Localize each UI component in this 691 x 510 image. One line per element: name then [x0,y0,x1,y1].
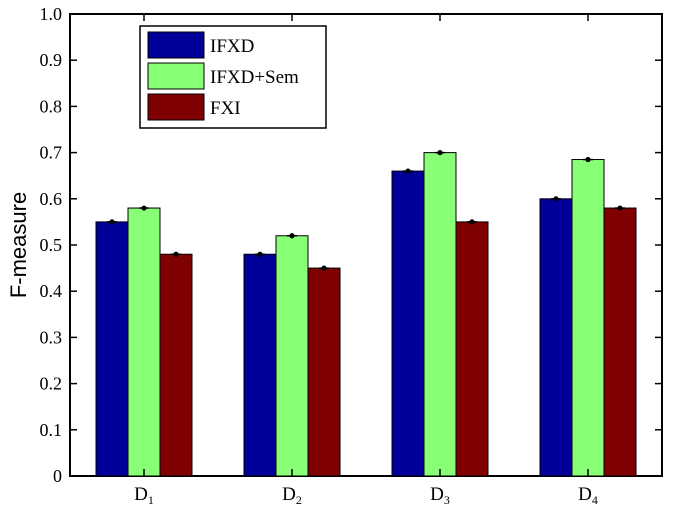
bar-fxi [603,207,637,477]
legend-swatch [147,93,205,121]
legend-swatch [147,62,205,90]
bar-ifxd-sem [127,207,161,477]
x-tick-label: D2 [282,484,302,507]
y-tick-label: 0.1 [40,420,63,440]
y-tick-label: 0.7 [40,143,63,163]
bar-marker [437,150,443,156]
bar-marker [469,219,475,225]
bar-ifxd-sem [423,152,457,477]
bar-fxi [159,253,193,477]
bar-marker [321,265,327,271]
y-tick-label: 0.3 [40,327,63,347]
bar-marker [141,205,147,211]
y-tick-label: 1.0 [40,4,63,24]
x-tick-label: D4 [578,484,598,507]
y-tick-label: 0 [53,466,62,486]
bar-ifxd-sem [571,159,605,477]
bar-ifxd [391,170,425,477]
y-tick-label: 0.6 [40,189,63,209]
bar-ifxd [243,253,277,477]
x-tick-label: D1 [134,484,154,507]
y-axis: 0 0.1 0.2 0.3 0.4 0.5 0.6 0.7 0.8 0.9 1.0 [40,4,662,486]
x-axis: D1 D2 D3 D4 [134,14,598,507]
bar-ifxd-sem [275,235,309,477]
bar-marker [405,168,411,174]
legend-label: IFXD+Sem [210,67,299,88]
bar-marker [173,251,179,257]
bar-marker [617,205,623,211]
y-tick-label: 0.8 [40,96,63,116]
bar-ifxd [95,221,129,477]
bar-fxi [455,221,489,477]
bar-marker [289,233,295,239]
legend-label: FXI [210,98,241,119]
bar-marker [257,251,263,257]
y-tick-label: 0.2 [40,374,63,394]
y-tick-label: 0.9 [40,50,63,70]
bar-marker [585,156,591,163]
legend-label: IFXD [210,36,254,57]
y-tick-label: 0.4 [40,281,63,301]
bar-marker [109,219,115,225]
y-tick-label: 0.5 [40,235,63,255]
y-axis-label: F-measure [6,192,31,298]
x-tick-label: D3 [430,484,450,507]
bar-ifxd [539,198,573,477]
bars-group [95,150,637,477]
bar-fxi [307,267,341,477]
legend: IFXD IFXD+Sem FXI [139,25,327,129]
legend-swatch [147,31,205,59]
bar-marker [553,196,559,202]
